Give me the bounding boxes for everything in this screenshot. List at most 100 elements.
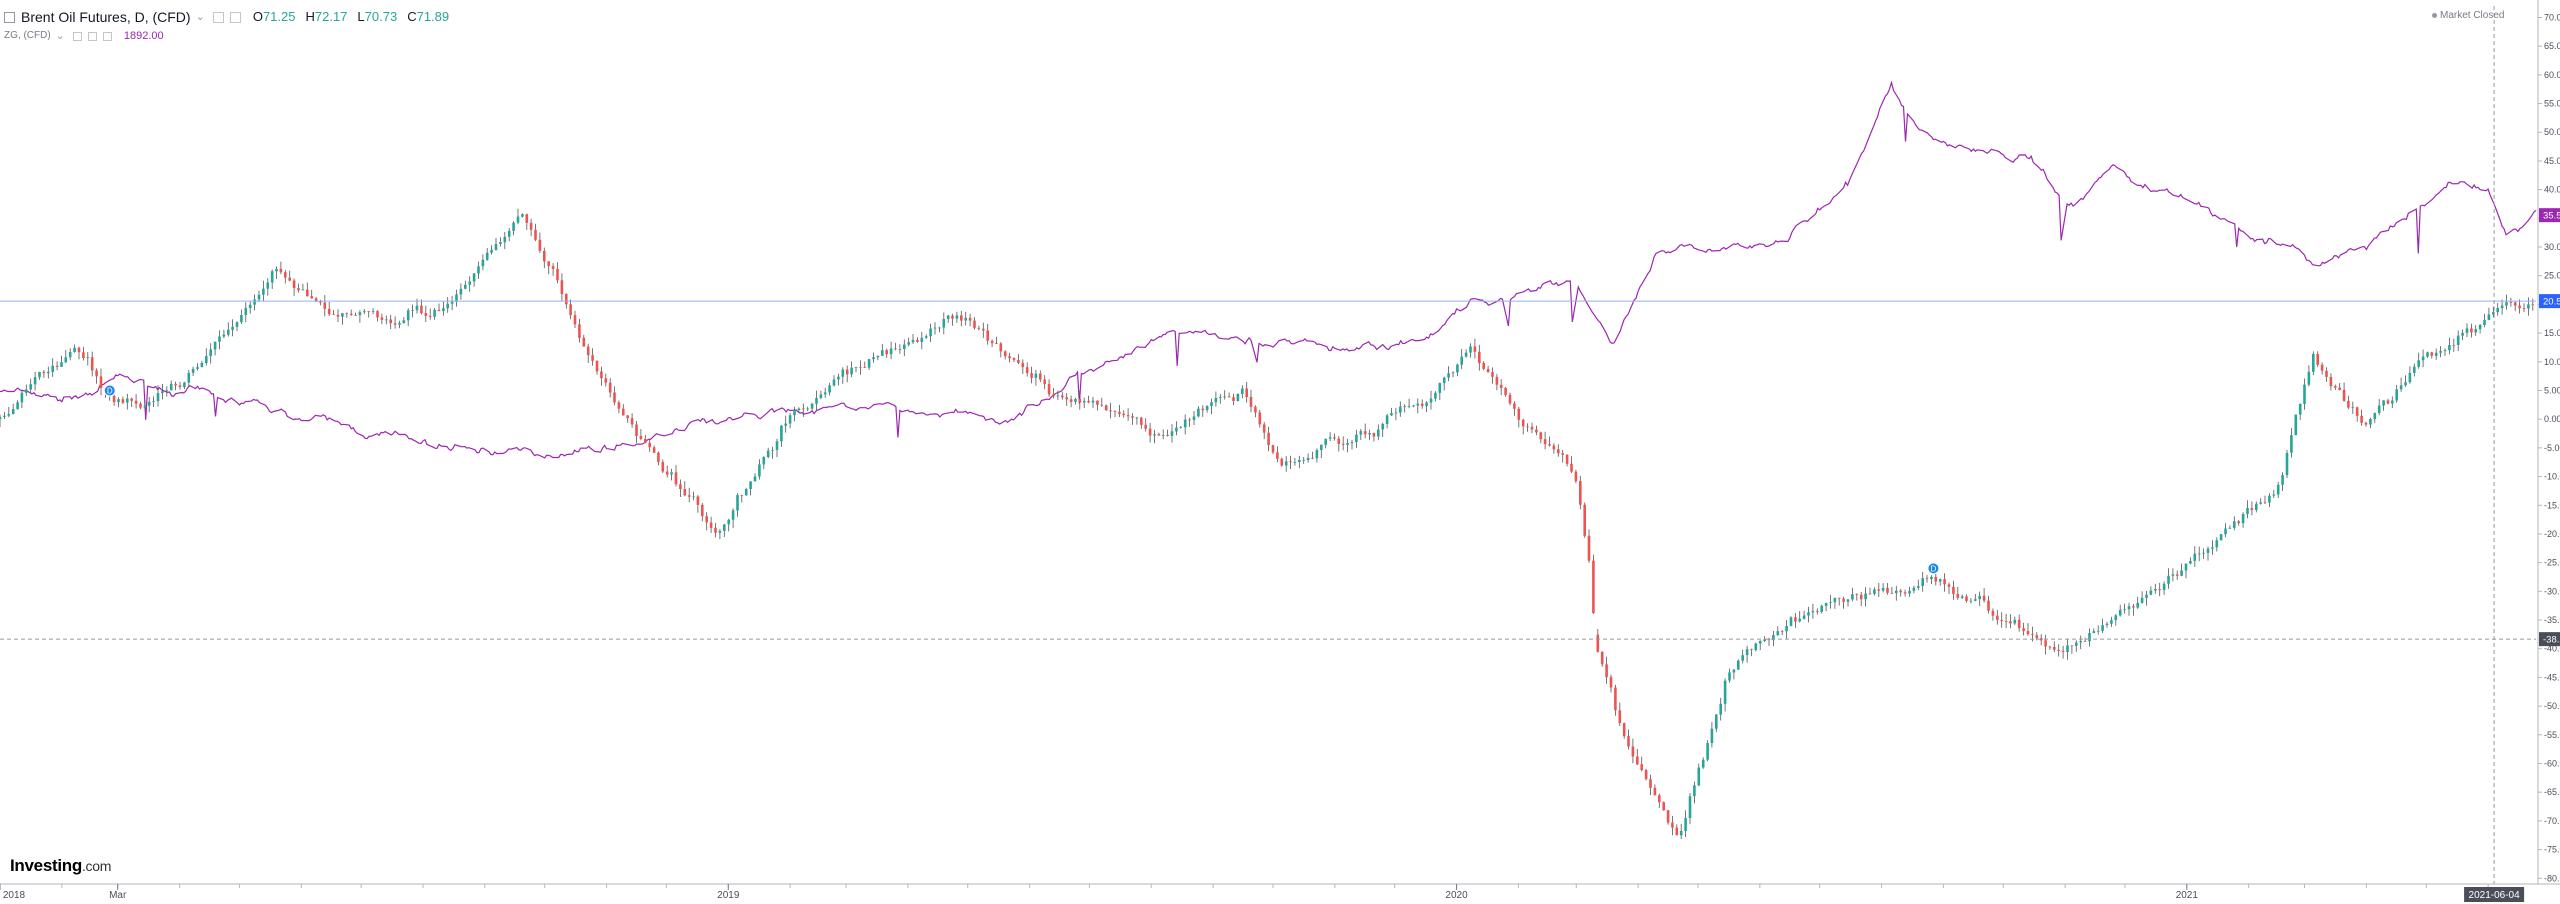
candle-body: [1420, 403, 1424, 407]
candle-body: [2513, 302, 2517, 306]
candle-body: [740, 495, 744, 496]
candle-body: [174, 383, 177, 386]
candle-body: [7, 414, 11, 416]
candle-body: [2031, 634, 2034, 636]
candle-body: [1043, 379, 1046, 385]
candle-body: [1763, 639, 1766, 641]
compare-symbol-title[interactable]: ZG, (CFD): [4, 30, 51, 41]
chevron-down-icon[interactable]: ⌄: [195, 11, 205, 23]
candle-body: [859, 367, 862, 368]
candle-body: [854, 367, 858, 368]
event-markers[interactable]: DD: [103, 384, 1940, 575]
candle-body: [1017, 360, 1020, 363]
candle-body: [1859, 594, 1863, 600]
candle-body: [1232, 397, 1235, 401]
y-tick-label: -55.00%: [2544, 730, 2560, 740]
candle-body: [995, 343, 998, 344]
candle-body: [1794, 617, 1797, 622]
y-tick-label: -70.00%: [2544, 816, 2560, 826]
candle-body: [1438, 383, 1442, 393]
main-symbol-row[interactable]: Brent Oil Futures, D, (CFD) ⌄ O71.25 H72…: [4, 8, 449, 26]
candle-body: [327, 308, 331, 315]
settings-icon[interactable]: [87, 31, 97, 41]
candle-body: [793, 410, 796, 416]
collapse-legend-icon[interactable]: [4, 11, 15, 23]
candle-body: [2140, 597, 2144, 603]
candle-body: [1684, 818, 1687, 831]
settings-icon[interactable]: [229, 11, 241, 23]
candle-body: [1745, 649, 1749, 656]
axis-badge-bg: [2539, 294, 2560, 309]
axis-badge-bg: [2539, 632, 2560, 647]
candle-body: [1912, 587, 1916, 591]
candle-body: [1701, 759, 1705, 768]
candle-body: [0, 416, 2, 420]
axis-badge: 20.57%: [2539, 294, 2560, 309]
eye-icon[interactable]: [72, 31, 82, 41]
candle-body: [1715, 714, 1718, 729]
date-badge-bg: [2464, 887, 2525, 902]
candle-body: [1679, 831, 1683, 836]
candle-body: [1254, 406, 1257, 413]
candle-body: [1895, 590, 1898, 594]
candle-body: [2132, 606, 2135, 608]
candle-body: [551, 266, 555, 269]
dividend-marker-icon[interactable]: D: [1927, 562, 1940, 575]
low-value: L70.73: [357, 9, 398, 24]
candle-body: [117, 399, 120, 403]
candle-body: [2145, 594, 2148, 598]
candle-body: [942, 319, 946, 328]
candle-body: [1407, 405, 1411, 407]
candle-body: [248, 304, 252, 308]
candle-body: [1833, 597, 1837, 603]
candle-body: [2285, 452, 2289, 476]
candle-body: [3, 415, 6, 417]
candle-body: [2452, 345, 2456, 346]
compare-symbol-row[interactable]: ZG, (CFD) ⌄ 1892.00: [4, 28, 449, 44]
candle-body: [301, 289, 305, 291]
main-symbol-title[interactable]: Brent Oil Futures, D, (CFD): [21, 9, 191, 25]
candle-body: [25, 389, 28, 393]
candle-body: [1978, 595, 1981, 600]
candle-body: [86, 357, 90, 358]
candle-body: [244, 308, 248, 315]
eye-icon[interactable]: [212, 11, 224, 23]
candle-body: [955, 315, 959, 319]
candle-body: [218, 336, 221, 342]
dividend-marker-icon[interactable]: D: [103, 384, 116, 397]
candle-body: [433, 309, 436, 317]
candle-body: [1535, 429, 1538, 433]
candle-body: [1658, 795, 1661, 803]
candle-body: [2399, 385, 2403, 390]
candle-body: [1311, 457, 1314, 459]
candle-body: [766, 450, 770, 457]
candle-body: [521, 214, 524, 217]
candle-body: [64, 357, 68, 363]
close-icon[interactable]: [102, 31, 112, 41]
candle-body: [1592, 560, 1595, 614]
candle-body: [1579, 481, 1582, 505]
candle-body: [2026, 631, 2030, 635]
candle-body: [2154, 589, 2157, 591]
x-tick-label: 2018: [3, 890, 26, 901]
candle-body: [784, 423, 787, 426]
candle-body: [2281, 475, 2284, 485]
marker-label: D: [107, 386, 113, 395]
candle-body: [1499, 384, 1503, 388]
candle-body: [2246, 508, 2249, 514]
candle-body: [1456, 364, 1459, 373]
candle-body: [253, 299, 256, 305]
candle-body: [2228, 527, 2232, 529]
candle-body: [964, 317, 967, 321]
candle-body: [1447, 373, 1450, 378]
candle-body: [2224, 528, 2227, 535]
candle-body: [1881, 588, 1885, 591]
candle-body: [2105, 623, 2109, 626]
candle-body: [2044, 640, 2047, 647]
candle-body: [1508, 394, 1512, 404]
chevron-down-icon[interactable]: ⌄: [55, 30, 65, 42]
candle-body: [1003, 351, 1007, 357]
candle-body: [2057, 649, 2060, 651]
candle-body: [1741, 655, 1744, 661]
